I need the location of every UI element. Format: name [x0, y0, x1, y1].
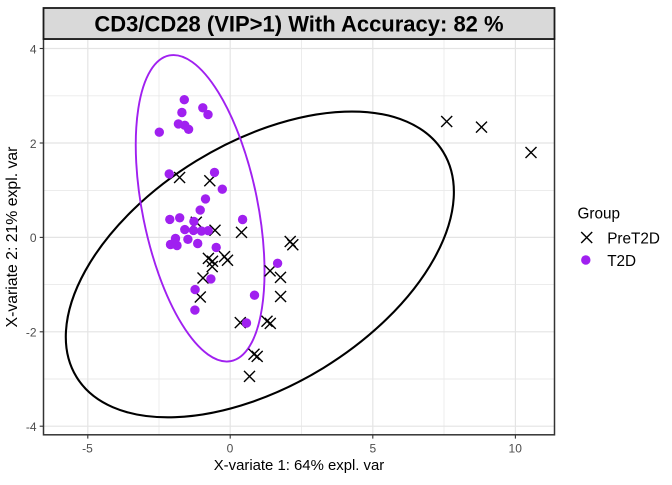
svg-text:X-variate 1: 64% expl. var: X-variate 1: 64% expl. var [214, 458, 385, 474]
svg-text:T2D: T2D [607, 253, 636, 270]
svg-text:10: 10 [509, 441, 523, 455]
svg-text:2: 2 [30, 137, 37, 151]
svg-text:X-variate 2: 21% expl. var: X-variate 2: 21% expl. var [4, 147, 21, 328]
svg-text:-2: -2 [26, 326, 37, 340]
svg-text:PreT2D: PreT2D [607, 230, 660, 247]
svg-text:Group: Group [578, 206, 621, 223]
svg-text:0: 0 [227, 441, 234, 455]
svg-text:-4: -4 [26, 420, 37, 434]
svg-text:-5: -5 [82, 441, 93, 455]
svg-text:4: 4 [30, 42, 37, 56]
svg-text:0: 0 [30, 231, 37, 245]
svg-text:5: 5 [369, 441, 376, 455]
svg-text:CD3/CD28 (VIP>1) With Accuracy: CD3/CD28 (VIP>1) With Accuracy: 82 % [94, 12, 503, 37]
